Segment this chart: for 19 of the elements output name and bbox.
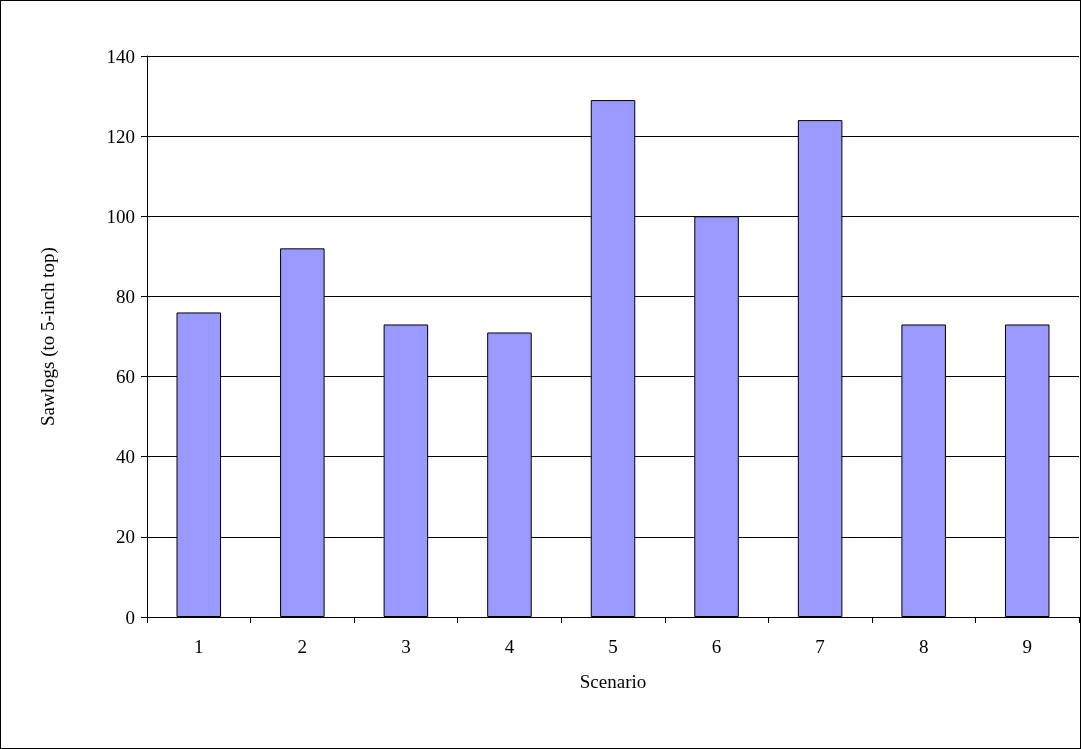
y-tick-label: 20 xyxy=(116,526,135,548)
y-tick-label: 100 xyxy=(106,205,135,227)
x-tick-label: 5 xyxy=(608,636,618,657)
y-tick-label: 140 xyxy=(106,45,135,67)
y-tick-label: 40 xyxy=(116,446,135,468)
y-axis-title: Sawlogs (to 5-inch top) xyxy=(37,247,59,426)
x-tick-label: 2 xyxy=(297,636,308,657)
y-tick-label: 120 xyxy=(106,125,135,147)
x-tick-label: 1 xyxy=(194,636,204,657)
y-tick-label: 60 xyxy=(116,366,135,388)
x-axis-title: Scenario xyxy=(579,671,647,692)
x-tick-label: 9 xyxy=(1022,636,1032,657)
x-tick-label: 4 xyxy=(504,636,515,657)
y-tick-label: 0 xyxy=(125,606,135,628)
x-tick-label: 7 xyxy=(815,636,825,657)
x-tick-label: 3 xyxy=(401,636,411,657)
x-tick-label: 6 xyxy=(711,636,722,657)
x-tick-label: 8 xyxy=(918,636,929,657)
y-tick-label: 80 xyxy=(116,285,135,307)
